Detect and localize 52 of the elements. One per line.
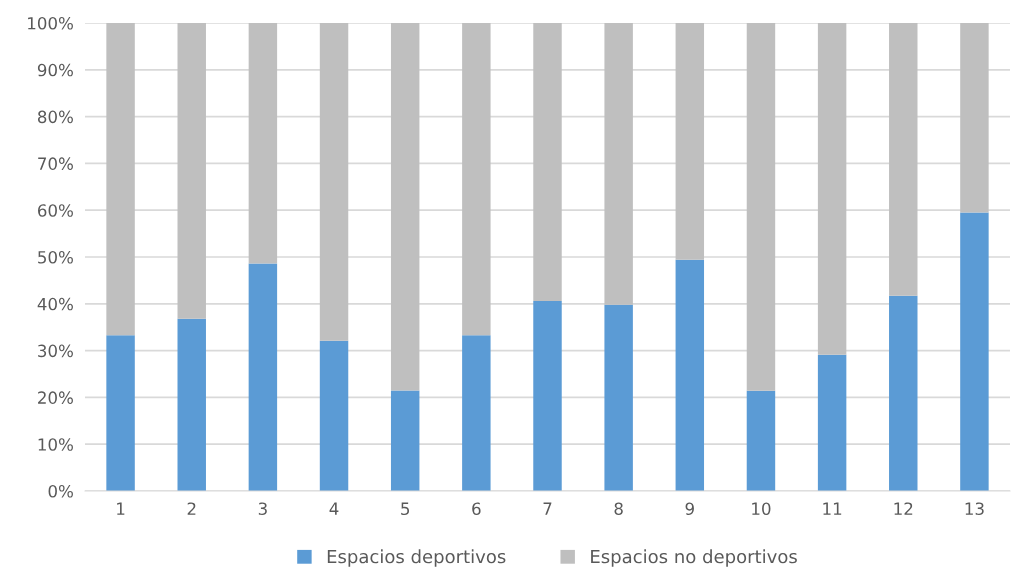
- x-tick-label: 4: [329, 502, 339, 515]
- x-tick-label: 9: [685, 502, 694, 516]
- y-tick-label: 30%: [38, 344, 73, 358]
- bar: [960, 23, 989, 213]
- y-tick-label: 10%: [38, 438, 73, 451]
- y-tick-label: 60%: [38, 204, 73, 217]
- x-tick-label: 5: [401, 502, 410, 516]
- bar: [248, 23, 278, 264]
- bar: [746, 23, 776, 391]
- bar: [889, 295, 918, 491]
- y-tick-label: 70%: [38, 157, 73, 170]
- bar: [675, 259, 705, 491]
- bar: [960, 212, 989, 491]
- x-tick-label: 8: [614, 502, 623, 516]
- y-tick-label: 50%: [38, 250, 73, 264]
- bar: [533, 300, 562, 491]
- x-tick-label: 10: [752, 502, 771, 516]
- bar: [817, 354, 847, 491]
- bar: [106, 23, 135, 336]
- bar: [462, 335, 491, 491]
- bar: [177, 23, 206, 319]
- bar: [319, 340, 349, 491]
- legend-label: Espacios no deportivos: [591, 549, 797, 567]
- bar: [177, 318, 206, 491]
- x-tick-label: 11: [823, 502, 842, 515]
- bar: [248, 263, 278, 491]
- bar: [390, 390, 420, 491]
- x-tick-label: 2: [187, 502, 196, 515]
- bar: [390, 23, 420, 391]
- x-tick-label: 12: [894, 502, 913, 515]
- x-tick-label: 7: [543, 502, 552, 515]
- bar: [604, 23, 633, 305]
- legend-label: Espacios deportivos: [327, 549, 506, 567]
- y-tick-label: 0%: [48, 484, 73, 498]
- bar: [604, 304, 633, 491]
- bar: [817, 23, 847, 355]
- y-tick-label: 90%: [37, 63, 73, 77]
- y-tick-label: 40%: [37, 297, 73, 311]
- y-tick-label: 80%: [37, 110, 73, 124]
- x-tick-label: 3: [258, 502, 267, 516]
- y-tick-label: 20%: [38, 391, 73, 404]
- x-tick-label: 1: [117, 502, 125, 515]
- y-tick-label: 100%: [28, 16, 73, 30]
- x-tick-label: 6: [472, 502, 481, 516]
- bar: [106, 335, 135, 491]
- bar: [533, 23, 562, 301]
- bar: [675, 23, 705, 260]
- bar: [746, 390, 776, 491]
- bar: [462, 23, 491, 336]
- bar: [889, 23, 918, 296]
- bar: [319, 23, 349, 341]
- x-tick-label: 13: [965, 502, 984, 516]
